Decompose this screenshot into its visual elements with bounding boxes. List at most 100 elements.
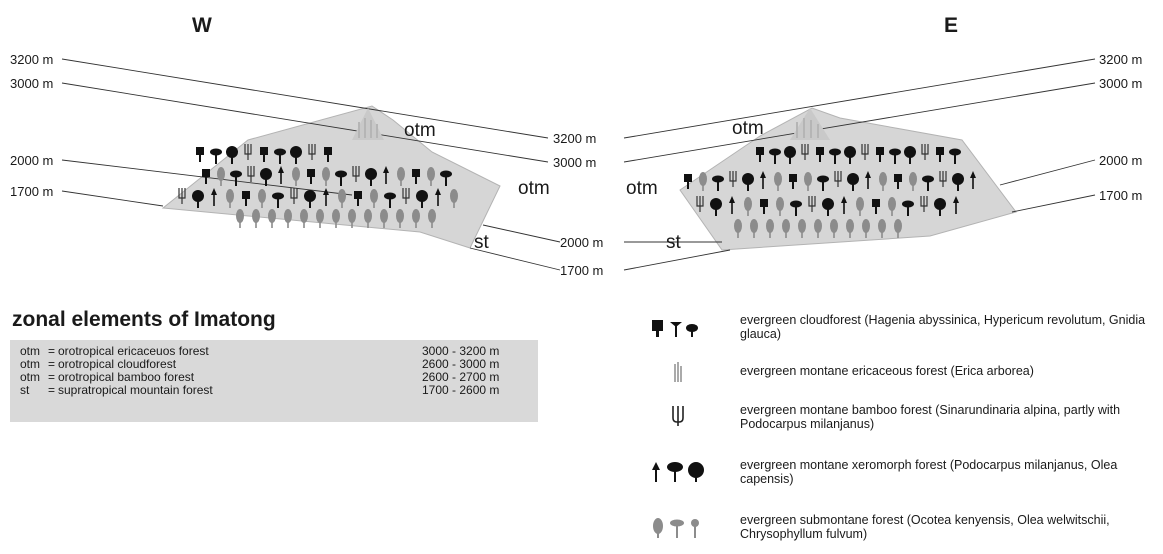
arrow-tree-symbol [841, 196, 847, 214]
zonal-row: otm = orotropical ericaceuos forest 3000… [18, 345, 530, 358]
arrow-tree-symbol [435, 188, 441, 206]
submontane-tree-symbol [744, 197, 752, 216]
bamboo-tree-symbol [696, 196, 704, 212]
zonal-eq: = [48, 370, 56, 384]
submontane-tree-symbol [699, 172, 707, 191]
square-tree-symbol [196, 147, 204, 162]
flat-tree-symbol [790, 200, 802, 216]
elevation-label-center-1700: 1700 m [560, 263, 604, 278]
zone-label-west-low: st [474, 232, 489, 253]
arrow-tree-symbol [760, 171, 766, 189]
submontane-tree-symbol [412, 209, 420, 228]
submontane-tree-symbol [268, 209, 276, 228]
elevation-label-left-3200: 3200 m [10, 52, 54, 67]
submontane-tree-symbol [236, 209, 244, 228]
legend-cloudforest-text: evergreen cloudforest (Hagenia abyssinic… [740, 313, 1146, 341]
elevation-lines-east [623, 58, 1096, 271]
submontane-tree-symbol [804, 172, 812, 191]
bamboo-tree-symbol [729, 171, 737, 187]
bamboo-tree-symbol [247, 166, 255, 182]
elevation-label-left-1700: 1700 m [10, 184, 54, 199]
round-tree-symbol [290, 146, 302, 164]
submontane-tree-symbol [856, 197, 864, 216]
flat-tree-symbol [889, 148, 901, 164]
vegetation-symbols-east [684, 144, 976, 238]
bamboo-icon [672, 406, 684, 426]
submontane-tree-symbol [316, 209, 324, 228]
round-tree-symbol [710, 198, 722, 216]
zonal-abbr: otm [20, 370, 41, 384]
flat-tree-symbol [902, 200, 914, 216]
legend-ericaceous-text: evergreen montane ericaceous forest (Eri… [740, 364, 1034, 378]
round-tree-symbol [742, 173, 754, 191]
square-tree-symbol [816, 147, 824, 162]
zone-label-west-top: otm [404, 120, 436, 141]
square-tree-symbol [872, 199, 880, 214]
square-tree-symbol [936, 147, 944, 162]
bamboo-tree-symbol [920, 196, 928, 212]
zone-label-east-top: otm [732, 118, 764, 139]
submontane-tree-symbol [814, 219, 822, 238]
submontane-tree-symbol [879, 172, 887, 191]
flat-tree-symbol [335, 170, 347, 186]
round-tree-symbol [260, 168, 272, 186]
elevation-label-left-3000: 3000 m [10, 76, 54, 91]
zonal-range: 2600 - 3000 m [422, 357, 500, 371]
submontane-tree-symbol [776, 197, 784, 216]
square-tree-symbol [260, 147, 268, 162]
ericaceous-peak-west [352, 108, 384, 140]
square-tree-symbol [324, 147, 332, 162]
zonal-desc: orotropical bamboo forest [58, 370, 195, 384]
zonal-row: otm = orotropical cloudforest 2600 - 300… [18, 358, 530, 371]
west-mountain-silhouette [161, 105, 501, 249]
legend-submontane-text: evergreen submontane forest (Ocotea keny… [740, 513, 1110, 541]
zonal-row: st = supratropical mountain forest 1700 … [18, 384, 530, 397]
flat-tree-symbol [272, 192, 284, 208]
submontane-tree-symbol [322, 167, 330, 186]
square-tree-symbol [202, 169, 210, 184]
xeromorph-trees-icon [652, 462, 704, 482]
submontane-tree-symbol [878, 219, 886, 238]
flat-tree-symbol [210, 148, 222, 164]
elevation-label-right-3200: 3200 m [1099, 52, 1143, 67]
submontane-tree-symbol [428, 209, 436, 228]
bamboo-tree-symbol [921, 144, 929, 160]
elevation-label-center-2000: 2000 m [560, 235, 604, 250]
submontane-tree-symbol [774, 172, 782, 191]
elevation-label-center-3200: 3200 m [553, 131, 597, 146]
zonal-eq: = [48, 344, 56, 358]
elevation-label-left-2000: 2000 m [10, 153, 54, 168]
square-tree-symbol [760, 199, 768, 214]
zonal-abbr: otm [20, 344, 41, 358]
zonal-elements-table: otm = orotropical ericaceuos forest 3000… [10, 340, 538, 422]
submontane-tree-symbol [226, 189, 234, 208]
submontane-tree-symbol [284, 209, 292, 228]
round-tree-symbol [844, 146, 856, 164]
submontane-tree-symbol [830, 219, 838, 238]
legend-xeromorph-text: evergreen montane xeromorph forest (Podo… [740, 458, 1118, 486]
zonal-eq: = [48, 357, 56, 371]
bamboo-tree-symbol [402, 188, 410, 204]
vegetation-symbols-west [178, 144, 458, 228]
flat-tree-symbol [817, 175, 829, 191]
submontane-tree-symbol [370, 189, 378, 208]
submontane-tree-symbol [846, 219, 854, 238]
bamboo-tree-symbol [352, 166, 360, 182]
flat-tree-symbol [769, 148, 781, 164]
round-tree-symbol [847, 173, 859, 191]
bamboo-tree-symbol [808, 196, 816, 212]
ericaceous-peak-east [790, 108, 830, 140]
submontane-tree-symbol [894, 219, 902, 238]
submontane-tree-symbol [888, 197, 896, 216]
zone-label-east-mid: otm [626, 178, 658, 199]
bamboo-tree-symbol [244, 144, 252, 160]
east-direction-label: E [944, 14, 959, 37]
arrow-tree-symbol [729, 196, 735, 214]
submontane-tree-symbol [450, 189, 458, 208]
round-tree-symbol [365, 168, 377, 186]
flat-tree-symbol [440, 170, 452, 186]
submontane-tree-symbol [750, 219, 758, 238]
zonal-range: 3000 - 3200 m [422, 344, 500, 358]
submontane-tree-symbol [397, 167, 405, 186]
